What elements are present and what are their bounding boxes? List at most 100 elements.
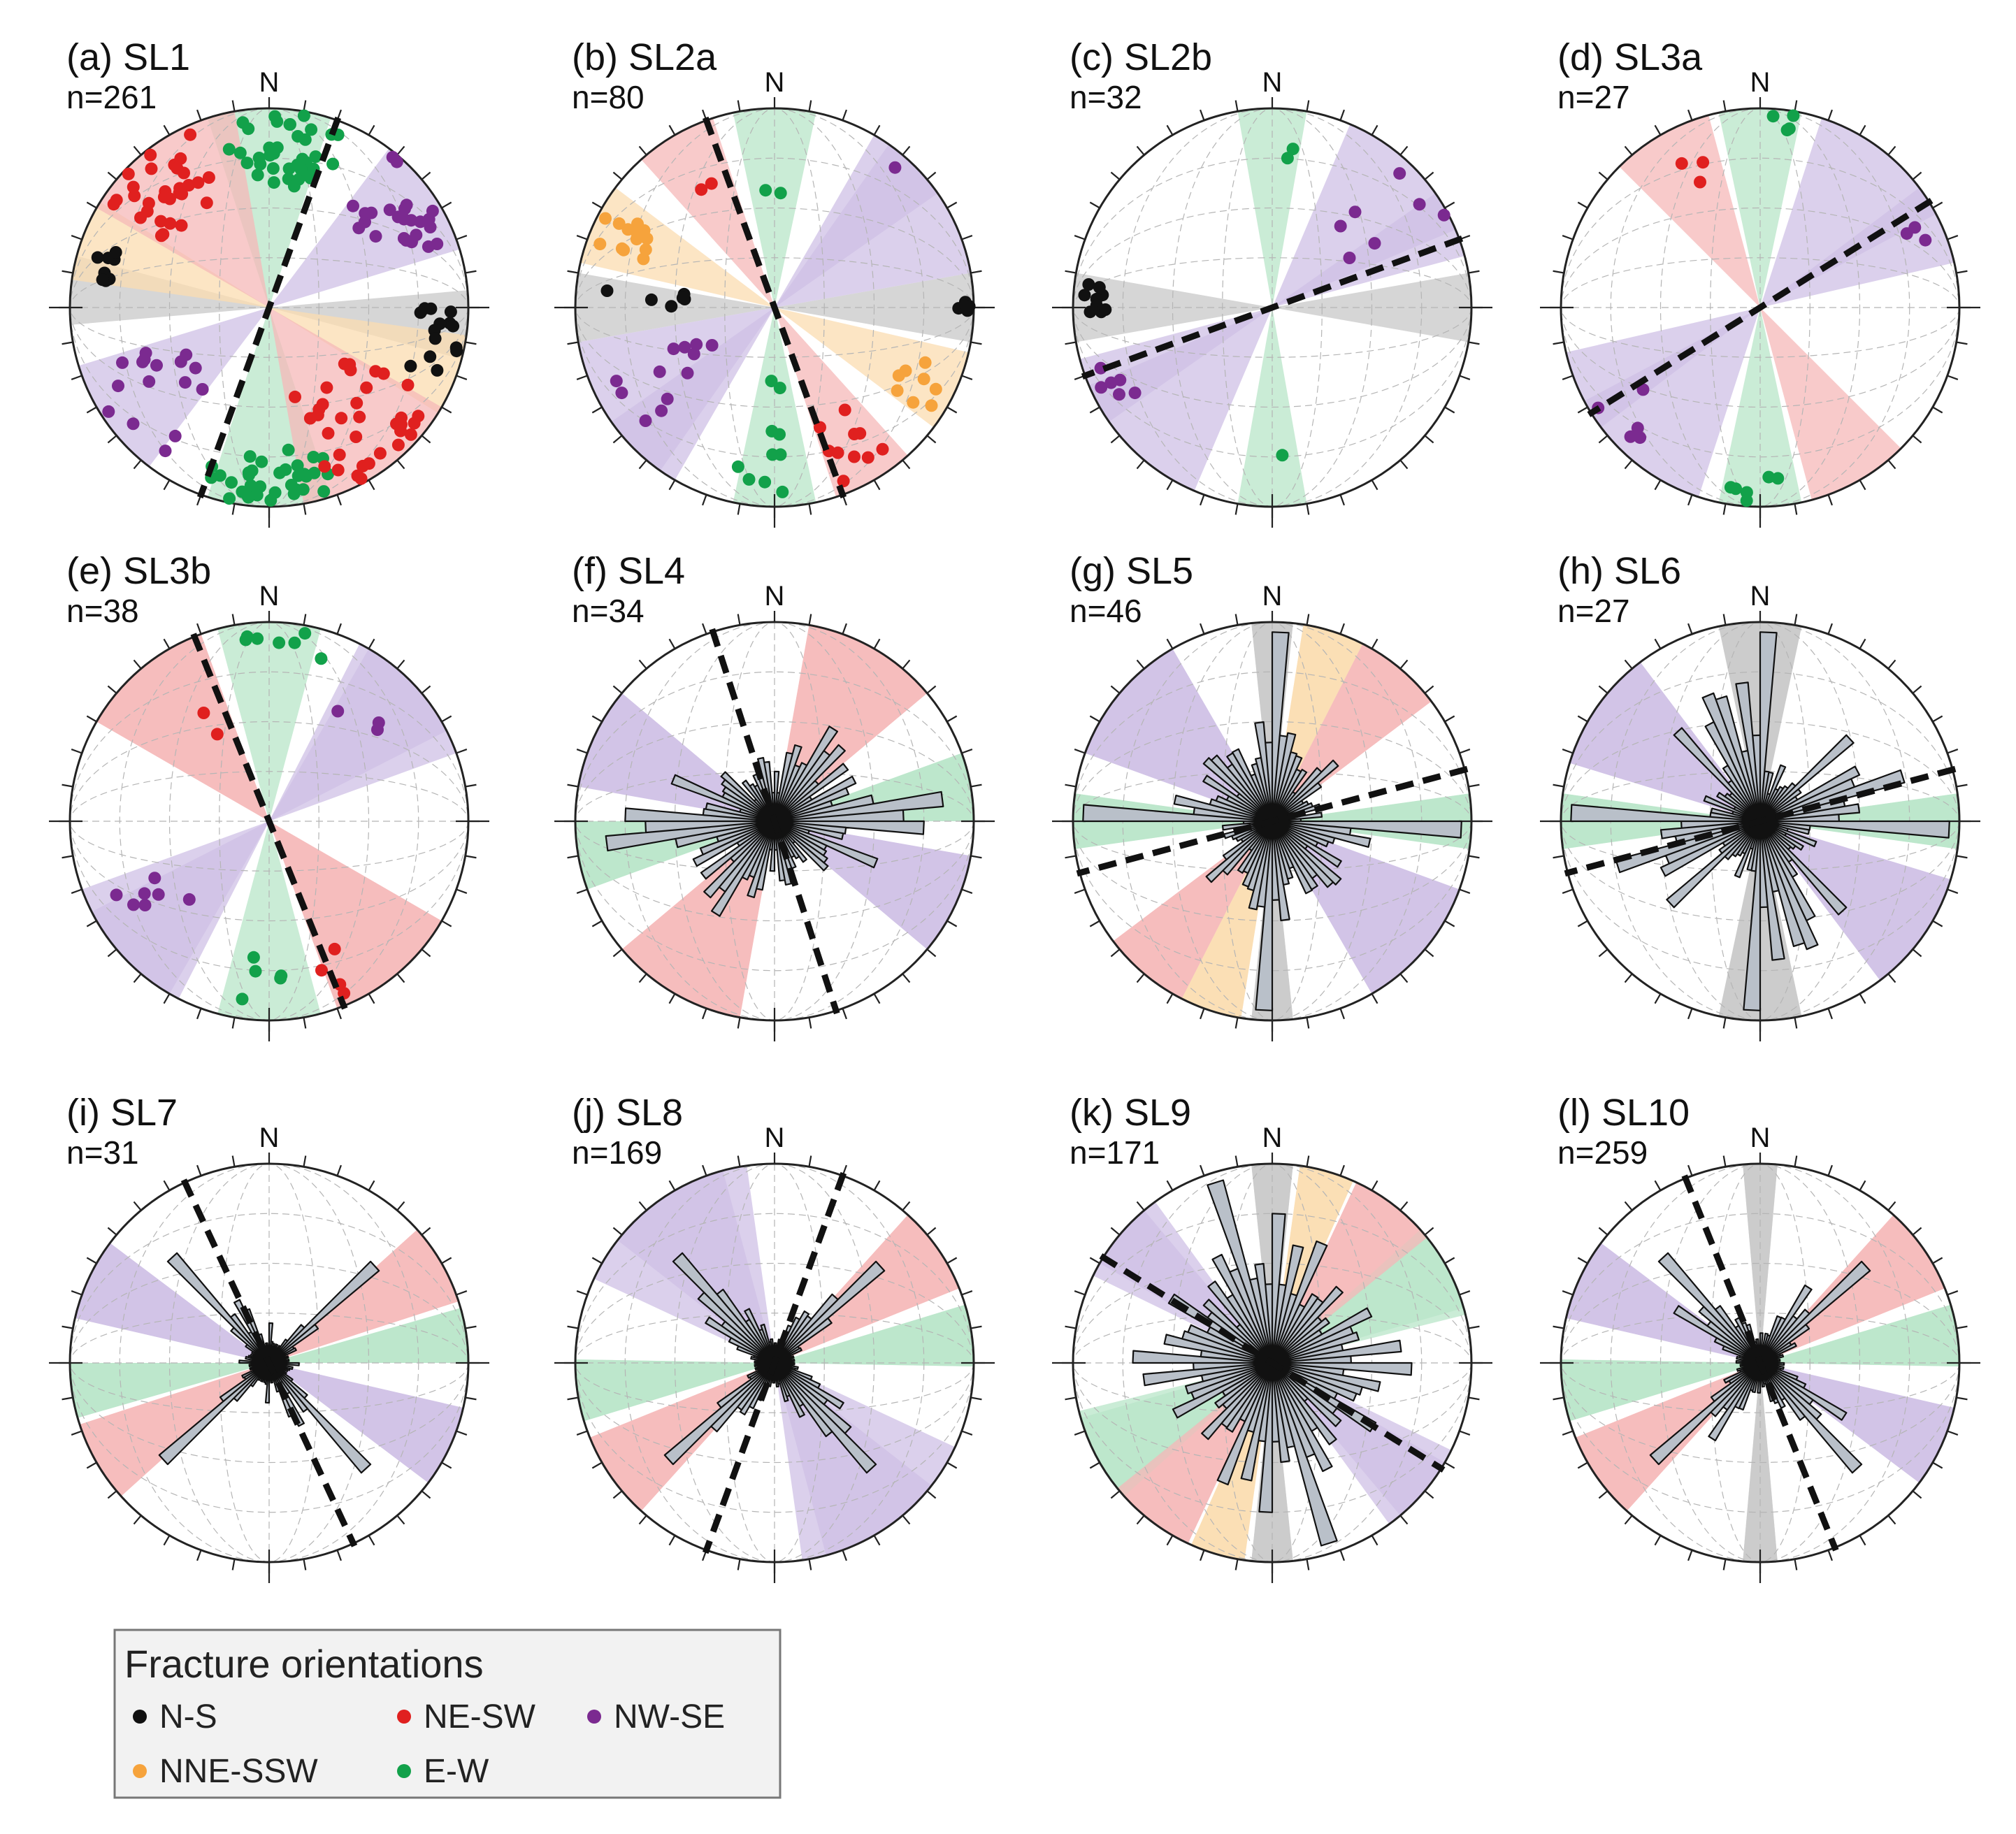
azimuth-tick xyxy=(946,1257,958,1264)
azimuth-tick xyxy=(1562,235,1574,240)
pole-nw-se xyxy=(639,414,652,427)
azimuth-tick xyxy=(946,201,958,209)
azimuth-tick xyxy=(196,1008,202,1020)
pole-nw-se xyxy=(138,887,151,900)
pole-ne-sw xyxy=(328,942,341,955)
azimuth-tick xyxy=(970,855,982,859)
azimuth-tick xyxy=(1912,685,1922,694)
pole-nw-se xyxy=(1343,252,1356,264)
azimuth-tick xyxy=(1136,1515,1145,1525)
azimuth-tick xyxy=(456,888,468,894)
orientation-band xyxy=(1569,662,1760,821)
pole-n-s xyxy=(600,284,614,297)
azimuth-tick xyxy=(926,1227,937,1236)
azimuth-tick xyxy=(567,1396,579,1401)
azimuth-tick xyxy=(1956,1396,1968,1401)
orientation-band xyxy=(269,649,456,821)
pole-e-w xyxy=(298,627,312,640)
azimuth-tick xyxy=(163,993,171,1004)
azimuth-tick xyxy=(576,888,588,894)
pole-e-w xyxy=(758,475,772,489)
pole-e-w xyxy=(326,157,340,171)
pole-e-w xyxy=(731,460,744,473)
pole-ne-sw xyxy=(107,198,120,211)
azimuth-tick xyxy=(465,784,477,788)
azimuth-tick xyxy=(668,638,676,649)
azimuth-tick xyxy=(1932,715,1943,723)
orientation-band xyxy=(580,187,775,308)
azimuth-tick xyxy=(396,973,405,983)
pole-e-w xyxy=(268,110,282,123)
azimuth-tick xyxy=(567,341,579,345)
azimuth-tick xyxy=(133,659,142,670)
legend-title: Fracture orientations xyxy=(124,1642,484,1686)
panel-title: (j) SL8 xyxy=(572,1092,683,1134)
azimuth-tick xyxy=(1074,235,1086,240)
azimuth-tick xyxy=(1598,435,1608,444)
azimuth-tick xyxy=(1577,1257,1588,1264)
azimuth-tick xyxy=(737,614,741,626)
pole-nw-se xyxy=(127,898,140,911)
azimuth-tick xyxy=(1956,270,1968,274)
pole-e-w xyxy=(315,652,328,665)
azimuth-tick xyxy=(1687,1008,1693,1020)
azimuth-tick xyxy=(465,270,477,274)
azimuth-tick xyxy=(1932,406,1943,414)
panel-title: (l) SL10 xyxy=(1557,1092,1690,1134)
azimuth-tick xyxy=(1553,1396,1564,1401)
pole-e-w xyxy=(273,636,286,649)
panel-title: (b) SL2a xyxy=(572,36,717,78)
azimuth-tick xyxy=(1624,145,1633,156)
azimuth-tick xyxy=(1200,494,1205,506)
azimuth-tick xyxy=(465,1325,477,1329)
pole-nne-ssw xyxy=(640,232,654,245)
pole-nw-se xyxy=(159,445,172,458)
azimuth-tick xyxy=(1444,406,1455,414)
legend: Fracture orientations N-S NE-SW NW-SE NN… xyxy=(113,1629,782,1799)
azimuth-tick xyxy=(1912,1490,1922,1499)
azimuth-tick xyxy=(567,855,579,859)
azimuth-tick xyxy=(1399,1515,1409,1525)
azimuth-tick xyxy=(1234,1559,1239,1571)
azimuth-tick xyxy=(336,494,342,506)
azimuth-tick xyxy=(902,1515,911,1525)
azimuth-tick xyxy=(1065,341,1077,345)
azimuth-tick xyxy=(1947,235,1959,240)
azimuth-tick xyxy=(1074,1290,1086,1296)
pole-ne-sw xyxy=(331,463,345,477)
pole-nw-se xyxy=(168,429,182,442)
pole-ne-sw xyxy=(391,438,405,452)
azimuth-tick xyxy=(638,459,647,470)
azimuth-tick xyxy=(231,100,236,112)
pole-ne-sw xyxy=(335,412,348,425)
pole-ne-sw xyxy=(333,448,346,461)
azimuth-tick xyxy=(612,948,623,958)
azimuth-tick xyxy=(441,406,452,414)
azimuth-tick xyxy=(1459,1430,1471,1436)
azimuth-tick xyxy=(1722,1559,1727,1571)
panel-title: (f) SL4 xyxy=(572,550,685,592)
north-label: N xyxy=(765,581,785,612)
pole-ne-sw xyxy=(1694,175,1706,189)
pole-nw-se xyxy=(369,230,382,243)
azimuth-tick xyxy=(1947,1430,1959,1436)
pole-n-s xyxy=(665,300,678,313)
azimuth-tick xyxy=(1468,855,1480,859)
azimuth-tick xyxy=(638,973,647,983)
azimuth-tick xyxy=(107,685,117,694)
pole-ne-sw xyxy=(1697,156,1710,169)
pole-e-w xyxy=(279,463,292,476)
azimuth-tick xyxy=(926,171,937,180)
azimuth-tick xyxy=(873,124,881,136)
pole-nw-se xyxy=(152,888,165,901)
pole-nw-se xyxy=(1634,431,1647,445)
pole-ne-sw xyxy=(197,707,210,719)
azimuth-tick xyxy=(946,406,958,414)
azimuth-tick xyxy=(465,855,477,859)
azimuth-tick xyxy=(456,375,468,380)
pole-n-s xyxy=(96,273,109,287)
azimuth-tick xyxy=(1912,1227,1922,1236)
pole-nw-se xyxy=(655,404,668,417)
